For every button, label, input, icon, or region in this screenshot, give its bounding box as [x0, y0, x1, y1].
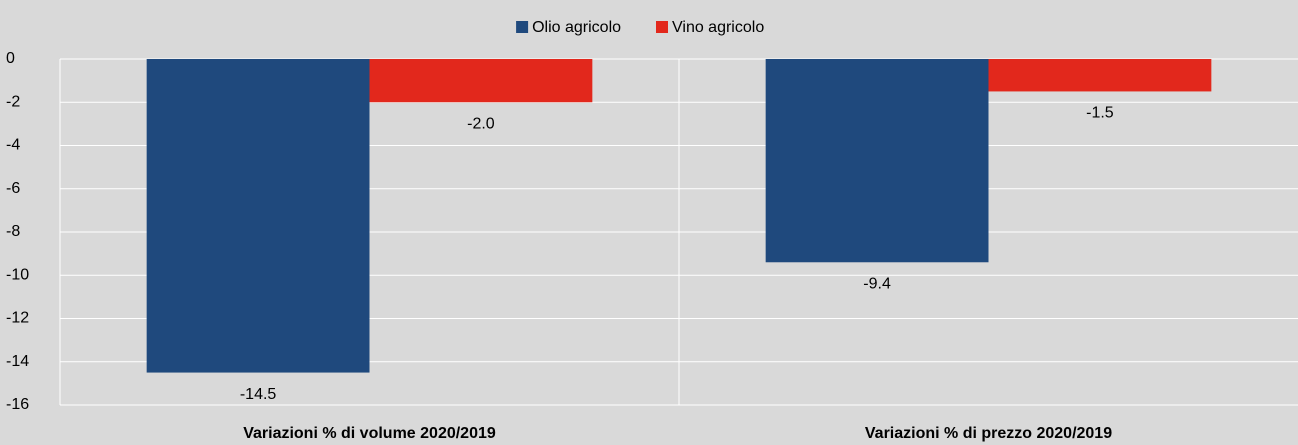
value-label: -9.4	[863, 275, 891, 292]
x-tick-label: Variazioni % di prezzo 2020/2019	[865, 425, 1112, 442]
y-tick-label: -12	[6, 310, 29, 327]
y-tick-label: -10	[6, 266, 29, 283]
y-tick-label: -14	[6, 353, 29, 370]
y-tick-label: -8	[6, 223, 20, 240]
y-tick-label: -4	[6, 137, 20, 154]
legend-swatch	[516, 21, 529, 33]
y-tick-label: -2	[6, 93, 20, 110]
y-tick-label: 0	[6, 50, 15, 67]
bar	[765, 59, 989, 263]
y-tick-label: -16	[6, 396, 29, 413]
y-tick-label: -6	[6, 180, 20, 197]
bar	[146, 59, 370, 373]
value-label: -14.5	[240, 386, 277, 403]
legend-label: Vino agricolo	[672, 19, 764, 36]
value-label: -1.5	[1086, 105, 1114, 122]
bar	[988, 59, 1212, 92]
legend-label: Olio agricolo	[532, 19, 621, 36]
bar	[369, 59, 593, 103]
legend-swatch	[656, 21, 668, 33]
value-label: -2.0	[467, 115, 495, 132]
x-tick-label: Variazioni % di volume 2020/2019	[243, 425, 496, 442]
